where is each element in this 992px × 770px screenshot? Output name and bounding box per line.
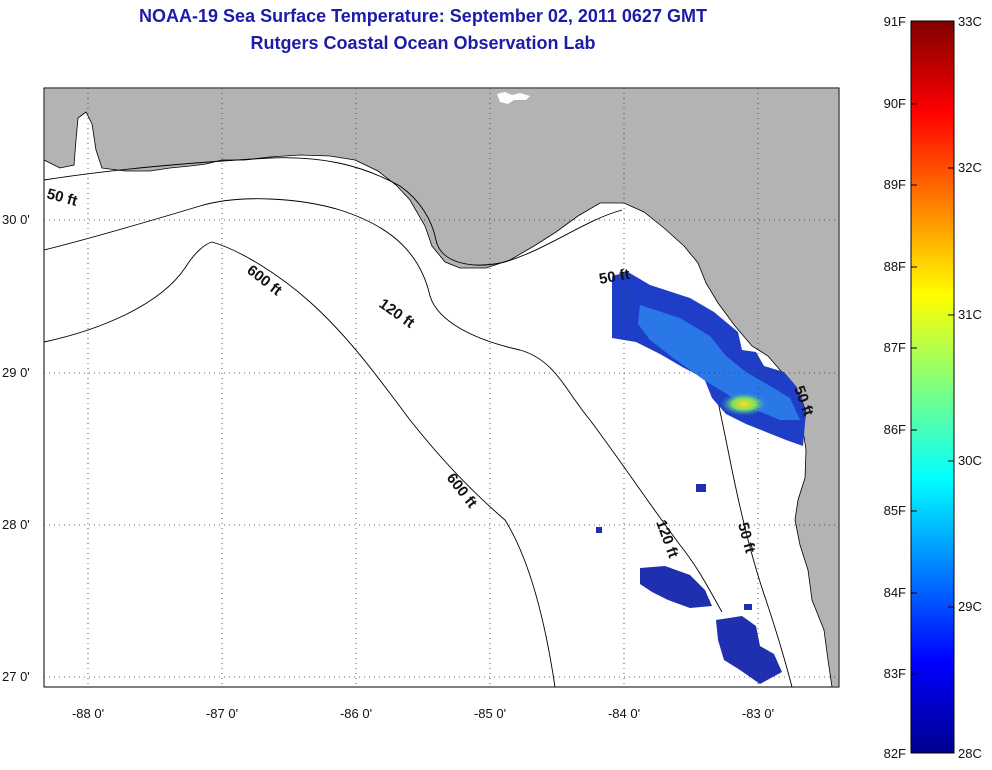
sst-speck (596, 527, 602, 533)
colorbar-label-f: 84F (883, 585, 906, 600)
island (497, 92, 530, 104)
colorbar-label-f: 91F (883, 14, 906, 29)
colorbar-label-c: 29C (958, 599, 982, 614)
map-title: NOAA-19 Sea Surface Temperature: Septemb… (139, 6, 707, 26)
colorbar-ticks (911, 103, 954, 675)
colorbar-label-f: 90F (883, 96, 906, 111)
colorbar-label-f: 88F (883, 259, 906, 274)
colorbar-label-f: 89F (883, 177, 906, 192)
contour-label: 50 ft (598, 266, 631, 288)
lon-label: -85 0' (473, 706, 507, 721)
colorbar-label-c: 33C (958, 14, 982, 29)
colorbar-label-f: 87F (883, 340, 906, 355)
land-mass (44, 88, 839, 687)
lon-label: -87 0' (205, 706, 239, 721)
colorbar-label-c: 30C (958, 453, 982, 468)
lat-label: 29 0' (2, 365, 30, 380)
colorbar-label-f: 85F (883, 503, 906, 518)
lon-label: -88 0' (71, 706, 105, 721)
colorbar-label-c: 31C (958, 307, 982, 322)
contour-50ft-north (44, 157, 623, 266)
lat-label: 28 0' (2, 517, 30, 532)
colorbar-label-c: 32C (958, 160, 982, 175)
contour-120ft (44, 198, 723, 613)
sst-speck (696, 484, 706, 492)
sst-hotspot (720, 392, 768, 416)
colorbar (910, 20, 955, 754)
lat-label: 27 0' (2, 669, 30, 684)
map-subtitle: Rutgers Coastal Ocean Observation Lab (250, 33, 596, 53)
sst-patch-warm-band (638, 305, 800, 420)
colorbar-label-f: 82F (883, 746, 906, 761)
lat-label: 30 0' (2, 212, 30, 227)
sst-patch-south-2 (716, 616, 782, 684)
colorbar-label-f: 86F (883, 422, 906, 437)
contour-600ft (44, 241, 556, 687)
lon-label: -83 0' (741, 706, 775, 721)
sst-speck (744, 604, 752, 610)
sst-patch-south-1 (640, 566, 712, 608)
lon-label: -86 0' (339, 706, 373, 721)
colorbar-label-f: 83F (883, 666, 906, 681)
lon-label: -84 0' (607, 706, 641, 721)
colorbar-label-c: 28C (958, 746, 982, 761)
